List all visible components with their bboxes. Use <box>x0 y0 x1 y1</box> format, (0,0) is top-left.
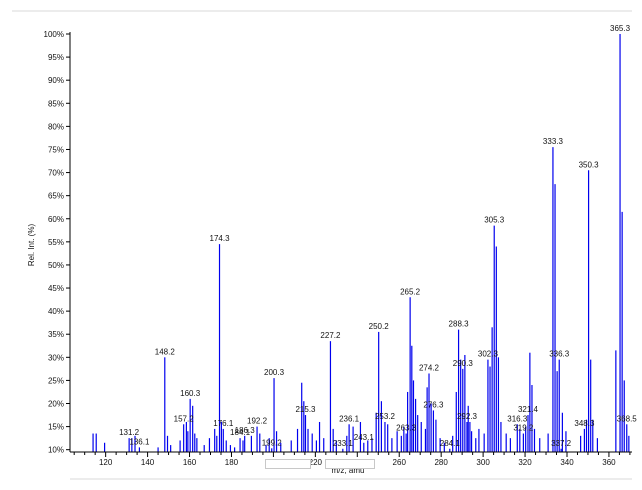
peak-label: 365.3 <box>610 24 631 33</box>
peak-label: 243.1 <box>354 433 375 442</box>
peak-label: 263.3 <box>396 424 417 433</box>
peak-label: 200.3 <box>264 368 285 377</box>
y-tick-label: 50% <box>48 261 64 270</box>
peaks-layer <box>92 34 630 452</box>
peak-label: 348.3 <box>574 419 595 428</box>
peak-label: 276.3 <box>423 400 444 409</box>
y-tick-label: 30% <box>48 353 64 362</box>
y-tick-label: 55% <box>48 238 64 247</box>
peak-label: 321.4 <box>518 405 539 414</box>
x-tick-label: 360 <box>602 458 616 467</box>
y-axis-title: Rel. Int. (%) <box>27 224 36 267</box>
y-tick-label: 25% <box>48 376 64 385</box>
x-axis-title: m/z, amu <box>332 466 365 475</box>
x-tick-label: 340 <box>560 458 574 467</box>
x-tick-label: 140 <box>141 458 155 467</box>
peak-label: 186.3 <box>235 426 256 435</box>
peak-label: 337.2 <box>551 439 572 448</box>
x-tick-label: 180 <box>225 458 239 467</box>
peak-label: 253.2 <box>375 412 396 421</box>
y-tick-label: 80% <box>48 122 64 131</box>
y-tick-label: 100% <box>44 30 64 39</box>
peak-label: 233.1 <box>333 439 354 448</box>
peak-label: 227.2 <box>320 331 341 340</box>
peak-label: 333.3 <box>543 137 564 146</box>
x-tick-label: 220 <box>309 458 323 467</box>
y-tick-label: 10% <box>48 446 64 455</box>
y-tick-label: 65% <box>48 192 64 201</box>
peak-label: 236.1 <box>339 414 360 423</box>
y-tick-label: 95% <box>48 53 64 62</box>
x-tick-label: 280 <box>434 458 448 467</box>
peak-label: 302.3 <box>478 350 499 359</box>
x-tick-label: 120 <box>99 458 113 467</box>
y-tick-label: 40% <box>48 307 64 316</box>
peak-label: 199.2 <box>262 438 283 447</box>
peak-label: 288.3 <box>449 320 470 329</box>
x-tick-label: 320 <box>518 458 532 467</box>
peak-label: 274.2 <box>419 363 440 372</box>
x-tick-label: 300 <box>476 458 490 467</box>
peak-label: 131.2 <box>119 428 140 437</box>
y-tick-label: 60% <box>48 215 64 224</box>
peak-label: 184.1 <box>230 428 251 437</box>
y-tick-label: 20% <box>48 400 64 409</box>
peak-label: 250.2 <box>369 322 390 331</box>
peak-label: 174.3 <box>210 234 231 243</box>
peak-label: 136.1 <box>129 437 150 446</box>
peak-label: 157.2 <box>174 414 195 423</box>
y-tick-label: 45% <box>48 284 64 293</box>
peak-label: 176.1 <box>213 419 234 428</box>
peak-label: 292.3 <box>457 412 478 421</box>
y-tick-label: 90% <box>48 76 64 85</box>
y-axis-ticks: 10% 15% 20% 25% 30% 35% 40% 45% 50% 55% 60% 65% 70% 7… <box>44 30 70 455</box>
y-tick-label: 15% <box>48 423 64 432</box>
peak-label: 215.3 <box>295 405 316 414</box>
peak-label: 305.3 <box>484 216 505 225</box>
peak-label: 368.5 <box>617 414 638 423</box>
peak-label: 316.3 <box>507 414 528 423</box>
x-tick-label: 260 <box>393 458 407 467</box>
footer-control-right[interactable] <box>325 459 375 469</box>
footer-control-left[interactable] <box>265 459 311 469</box>
peak-label: 160.3 <box>180 389 201 398</box>
peak-label: 350.3 <box>579 160 600 169</box>
y-tick-label: 70% <box>48 169 64 178</box>
peak-label: 319.2 <box>513 424 534 433</box>
y-tick-label: 75% <box>48 145 64 154</box>
peak-label: 192.2 <box>247 417 268 426</box>
peak-label: 336.3 <box>549 350 570 359</box>
peak-label: 290.3 <box>453 359 474 368</box>
peak-label: 148.2 <box>155 347 176 356</box>
peak-label: 265.2 <box>400 287 421 296</box>
y-tick-label: 85% <box>48 99 64 108</box>
x-tick-label: 160 <box>183 458 197 467</box>
y-tick-label: 35% <box>48 330 64 339</box>
peak-label: 284.1 <box>440 439 461 448</box>
